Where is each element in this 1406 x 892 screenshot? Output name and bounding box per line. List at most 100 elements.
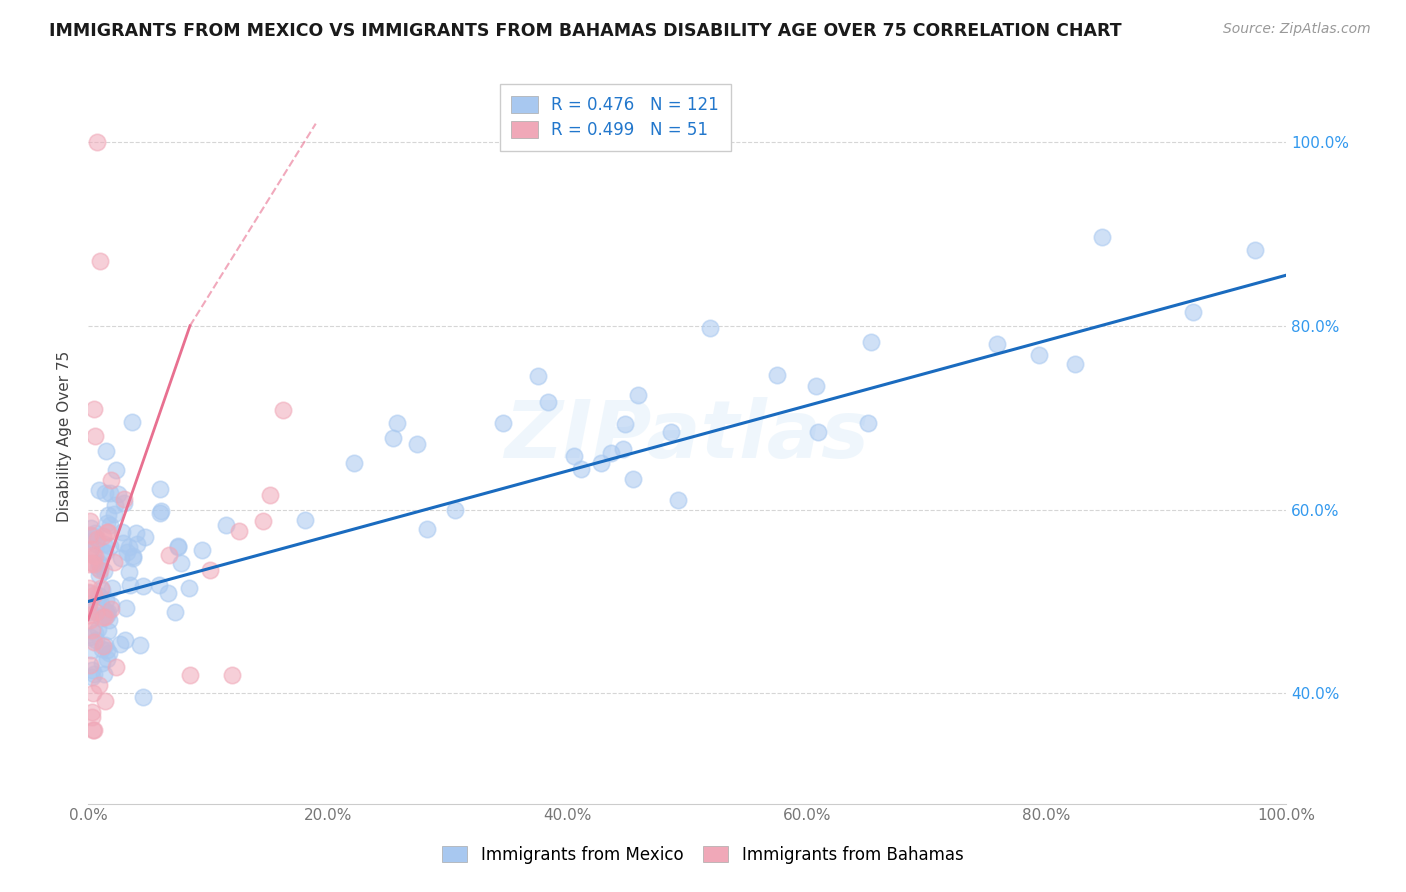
Point (100, 517, 122, 532)
Point (569, 461, 592, 475)
Point (600, 446, 623, 460)
Point (118, 578, 141, 592)
Point (83, 529, 105, 543)
Point (79, 585, 101, 599)
Point (89, 483, 111, 498)
Point (84, 625, 107, 640)
Point (79, 630, 101, 644)
Point (98, 614, 121, 628)
Point (96, 642, 118, 657)
Point (90, 641, 112, 656)
Point (79, 658, 101, 673)
Point (860, 335, 883, 350)
Point (167, 539, 190, 553)
Point (387, 417, 409, 431)
Point (79, 544, 101, 558)
Point (111, 525, 134, 540)
Point (131, 579, 153, 593)
Point (804, 378, 827, 392)
Point (112, 495, 135, 509)
Point (149, 506, 172, 520)
Point (97, 524, 120, 539)
Point (986, 336, 1008, 351)
Point (259, 487, 281, 501)
Point (111, 536, 134, 550)
Point (80, 557, 103, 571)
Point (91, 610, 114, 624)
Point (228, 524, 250, 538)
Point (1182, 305, 1205, 319)
Point (96, 605, 118, 619)
Point (1243, 244, 1265, 258)
Point (118, 540, 141, 554)
Point (444, 503, 467, 517)
Point (122, 549, 145, 563)
Point (82, 624, 104, 638)
Point (666, 492, 689, 507)
Point (766, 368, 789, 383)
Point (89, 563, 111, 577)
Point (117, 565, 139, 579)
Point (91, 656, 114, 670)
Point (93, 486, 115, 500)
Point (406, 436, 429, 450)
Point (132, 690, 155, 705)
Point (90, 597, 112, 611)
Point (83, 588, 105, 602)
Point (612, 442, 634, 457)
Point (79, 642, 101, 657)
Point (1063, 357, 1085, 371)
Point (79, 597, 101, 611)
Point (562, 449, 585, 463)
Point (79, 605, 101, 619)
Point (115, 545, 138, 559)
Point (83, 557, 105, 571)
Point (537, 394, 560, 409)
Point (1028, 348, 1050, 362)
Point (134, 530, 156, 544)
Point (86, 135, 108, 149)
Point (115, 600, 138, 615)
Point (96, 651, 118, 665)
Point (221, 668, 243, 682)
Point (89, 556, 111, 570)
Point (96, 525, 118, 540)
Point (82, 663, 104, 677)
Point (98, 485, 121, 500)
Point (105, 660, 128, 674)
Point (110, 637, 132, 651)
Point (80, 705, 103, 719)
Point (91, 545, 114, 559)
Point (89, 567, 111, 582)
Point (93, 565, 115, 579)
Point (83, 401, 105, 416)
Point (170, 556, 193, 570)
Point (91, 528, 114, 542)
Point (97, 624, 120, 638)
Point (97, 646, 120, 660)
Point (191, 543, 214, 558)
Point (89, 558, 111, 573)
Point (94, 638, 117, 652)
Point (93, 667, 115, 681)
Point (91, 639, 114, 653)
Text: ZIPatlas: ZIPatlas (505, 397, 869, 475)
Point (148, 578, 170, 592)
Point (86, 588, 108, 602)
Point (167, 540, 190, 554)
Point (121, 551, 143, 566)
Point (82, 686, 104, 700)
Point (83, 666, 105, 681)
Point (79, 514, 101, 528)
Point (271, 403, 294, 417)
Point (179, 668, 201, 682)
Point (84, 537, 107, 551)
Point (110, 550, 132, 565)
Point (112, 491, 135, 506)
Point (82, 710, 104, 724)
Point (79, 607, 101, 622)
Point (84, 632, 107, 647)
Point (104, 498, 127, 512)
Point (94, 443, 117, 458)
Point (125, 536, 148, 550)
